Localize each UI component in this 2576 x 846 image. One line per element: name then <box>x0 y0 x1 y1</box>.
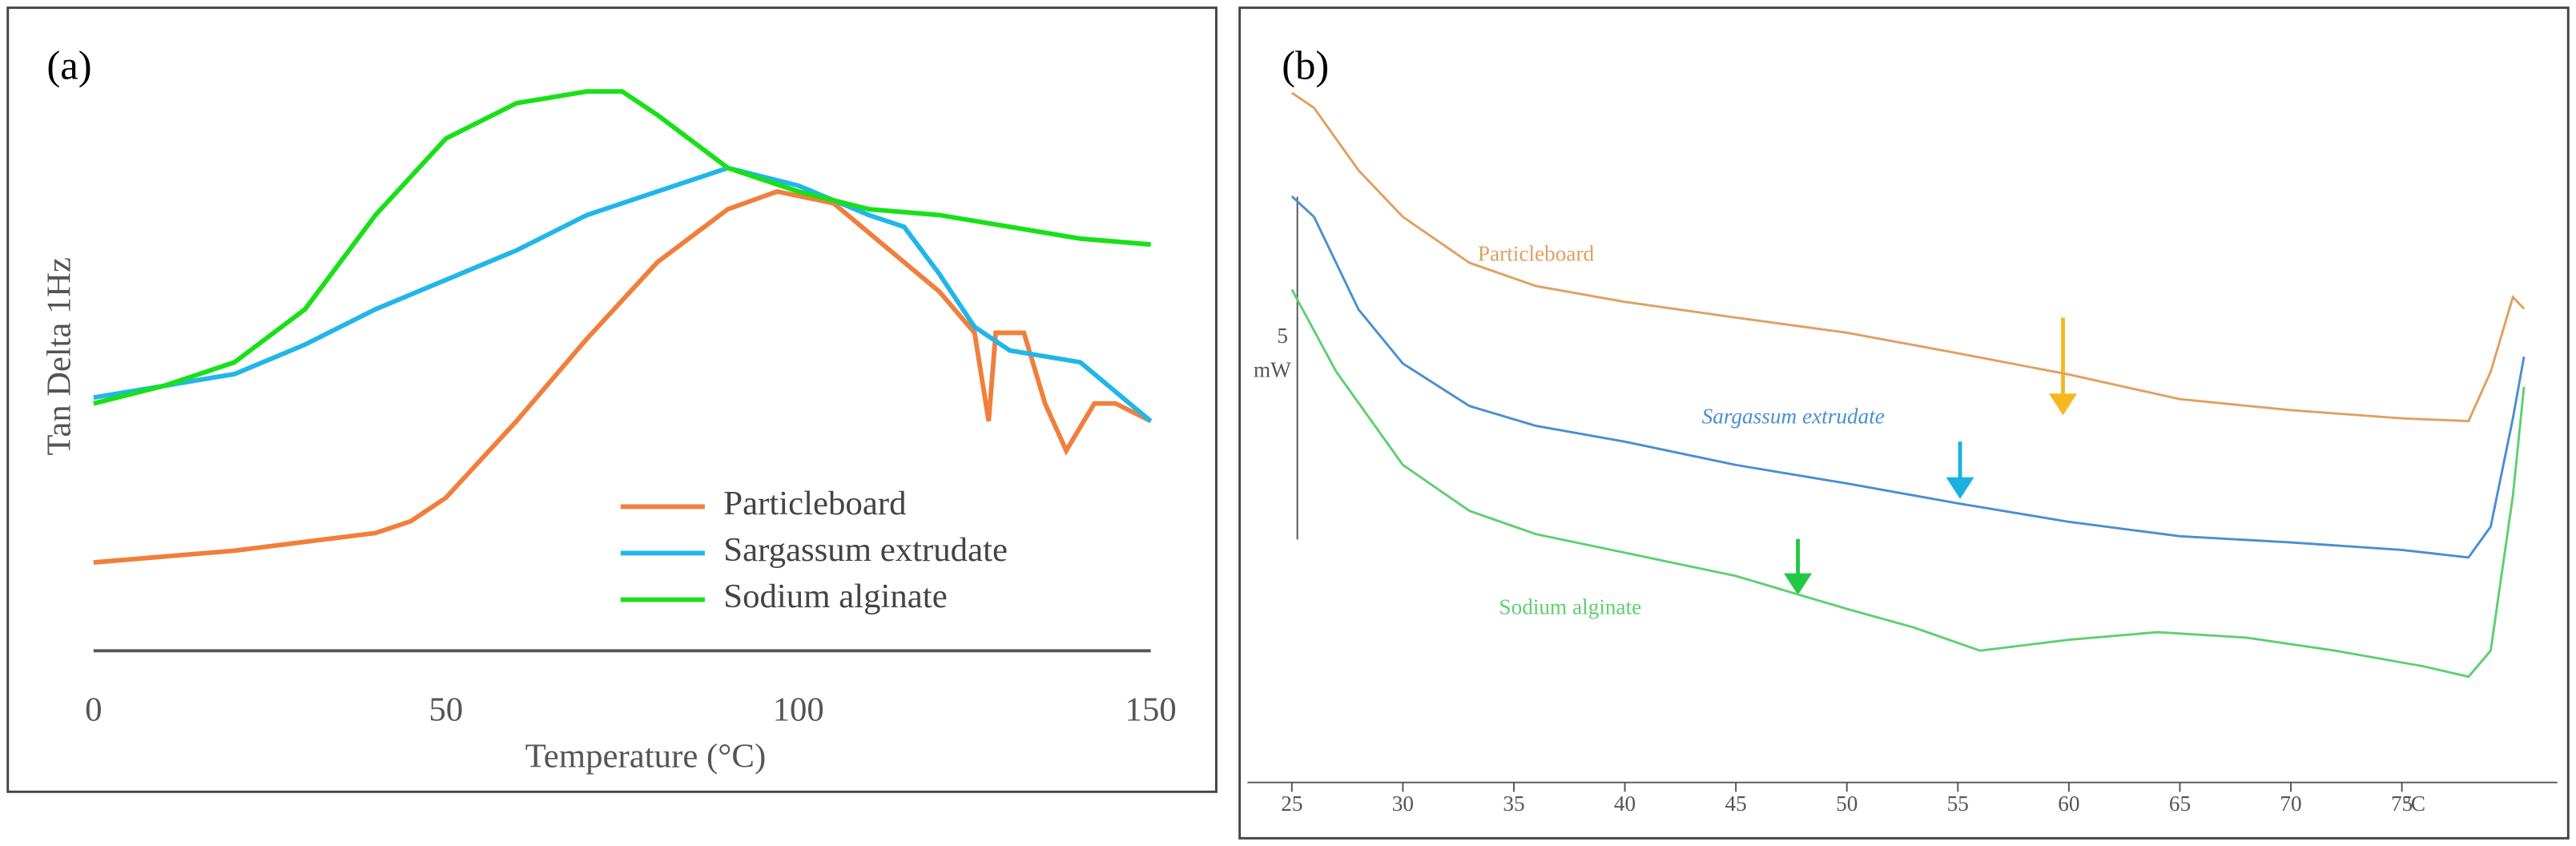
x-tick-label: 35 <box>1503 792 1524 816</box>
legend-label: Particleboard <box>723 485 906 522</box>
arrow-head <box>1784 573 1813 595</box>
legend-label: Sargassum extrudate <box>723 531 1008 569</box>
x-tick-label: 25 <box>1281 792 1302 816</box>
series-line <box>1290 91 2526 423</box>
scale-bar-unit: mW <box>1254 357 1291 381</box>
y-axis-label: Tan Delta 1Hz <box>41 257 78 455</box>
series-label: Particleboard <box>1478 241 1595 265</box>
x-tick-label: 45 <box>1725 792 1747 816</box>
scale-bar-label: 5 <box>1277 324 1288 348</box>
x-tick-label: 55 <box>1947 792 1969 816</box>
x-tick-label: 75 <box>2391 792 2413 816</box>
arrow-head <box>1946 477 1974 499</box>
legend-label: Sodium alginate <box>723 578 947 615</box>
series-line <box>93 165 1153 423</box>
x-tick-label: 70 <box>2280 792 2301 816</box>
x-tick-label: 30 <box>1392 792 1414 816</box>
arrow-head <box>2049 393 2078 416</box>
x-tick-label: 65 <box>2169 792 2191 816</box>
x-tick-label: 50 <box>429 691 463 729</box>
x-axis-label: °C <box>2402 792 2425 816</box>
panel-a-frame <box>6 6 1218 793</box>
x-tick-label: 150 <box>1125 691 1177 729</box>
x-axis-label: Temperature (°C) <box>525 738 767 776</box>
series-line <box>93 89 1151 406</box>
series-label: Sodium alginate <box>1499 594 1641 618</box>
panel-label: (a) <box>46 43 91 88</box>
x-tick-label: 50 <box>1836 792 1858 816</box>
series-line <box>1290 288 2526 679</box>
panel-label: (b) <box>1282 43 1329 88</box>
series-line <box>1290 195 2526 559</box>
series-label: Sargassum extrudate <box>1702 404 1885 428</box>
x-tick-label: 100 <box>773 691 824 729</box>
x-tick-label: 60 <box>2058 792 2079 816</box>
series-line <box>93 189 1153 565</box>
panel-b-frame <box>1238 6 2570 840</box>
x-tick-label: 40 <box>1614 792 1636 816</box>
x-tick-label: 0 <box>85 691 102 729</box>
